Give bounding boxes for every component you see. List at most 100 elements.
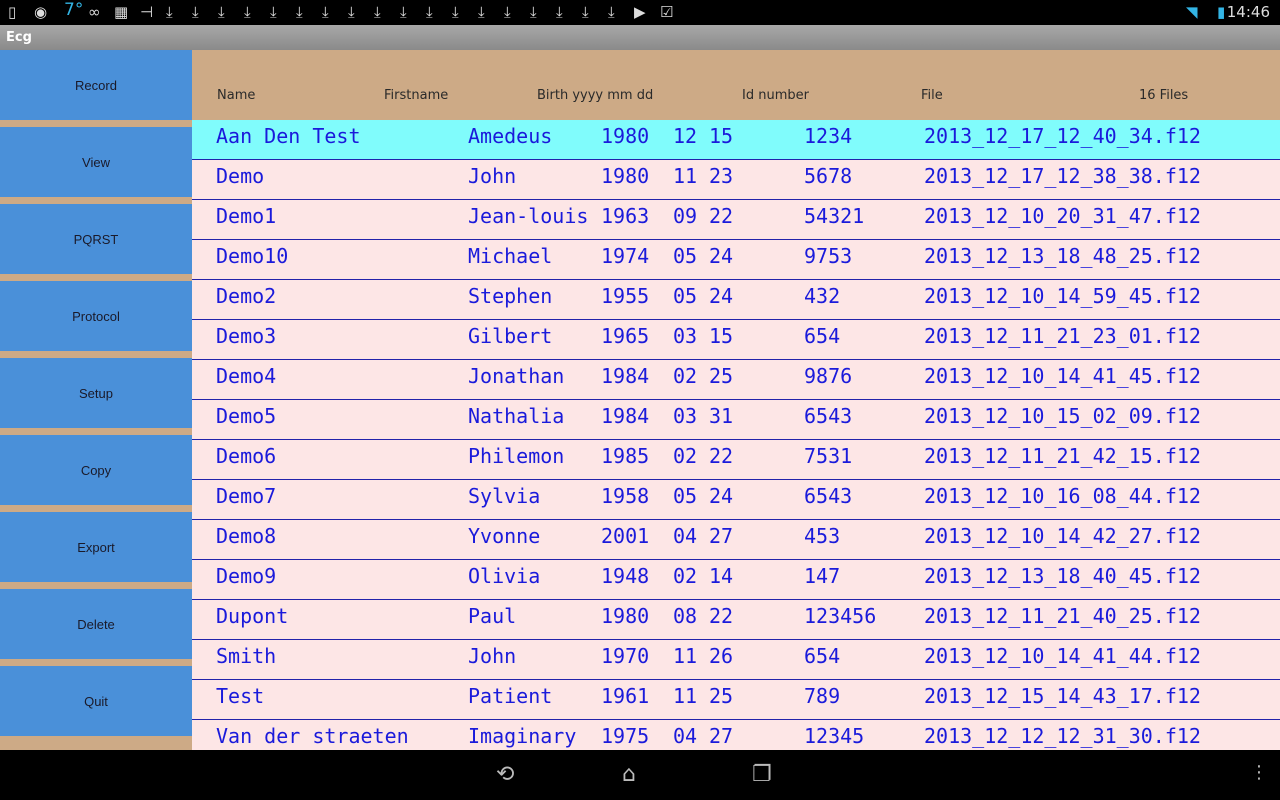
sidebar-button-setup[interactable]: Setup [0,358,192,428]
sd-card-icon: ▯ [8,3,17,21]
download-icon: ⤓ [296,3,303,21]
cell-firstname: Paul [468,604,517,628]
header-id[interactable]: Id number [742,88,809,103]
cell-firstname: Sylvia [468,484,541,508]
download-icon: ⤓ [478,3,485,21]
cell-birth-day: 27 [709,724,734,748]
sidebar-button-pqrst[interactable]: PQRST [0,204,192,274]
cell-birth-year: 1958 [601,484,650,508]
table-row[interactable]: Demo3 Gilbert 1965 03 15 654 2013_12_11_21_23_… [192,320,1280,360]
table-row[interactable]: Test Patient 1961 11 25 789 2013_12_15_14_43_1… [192,680,1280,720]
cell-birth-day: 22 [709,444,734,468]
cell-file: 2013_12_10_15_02_09.f12 [924,404,1201,428]
table-row[interactable]: Van der straeten Imaginary 1975 04 27 12345 20… [192,720,1280,750]
cell-birth-month: 04 [673,724,698,748]
app-icon: ▦ [114,3,129,21]
cell-birth-day: 24 [709,284,734,308]
cell-firstname: Gilbert [468,324,553,348]
download-icon: ⤓ [374,3,381,21]
cell-firstname: John [468,164,517,188]
cell-birth-month: 08 [673,604,698,628]
table-header: Name Firstname Birth yyyy mm dd Id numbe… [192,50,1280,120]
cell-birth-year: 1980 [601,124,650,148]
table-row[interactable]: Demo6 Philemon 1985 02 22 7531 2013_12_11_21_4… [192,440,1280,480]
cell-file: 2013_12_11_21_42_15.f12 [924,444,1201,468]
temperature-text: 7° [64,0,84,20]
header-name[interactable]: Name [217,88,256,103]
cell-birth-month: 02 [673,564,698,588]
cell-file: 2013_12_17_12_38_38.f12 [924,164,1201,188]
cell-birth-day: 31 [709,404,734,428]
download-icon: ⤓ [556,3,563,21]
cell-birth-year: 1984 [601,404,650,428]
cell-name: Dupont [216,604,289,628]
table-row[interactable]: Demo5 Nathalia 1984 03 31 6543 2013_12_10_15_0… [192,400,1280,440]
cell-birth-day: 22 [709,604,734,628]
cell-birth-day: 24 [709,484,734,508]
header-file[interactable]: File [921,88,943,103]
table-row[interactable]: Demo10 Michael 1974 05 24 9753 2013_12_13_18_4… [192,240,1280,280]
download-icon: ⤓ [530,3,537,21]
cell-file: 2013_12_10_14_42_27.f12 [924,524,1201,548]
cell-birth-year: 1970 [601,644,650,668]
usb-icon: ⊣ [140,3,154,21]
cell-birth-month: 05 [673,284,698,308]
cell-birth-month: 04 [673,524,698,548]
cell-file: 2013_12_17_12_40_34.f12 [924,124,1201,148]
cell-file: 2013_12_10_14_41_45.f12 [924,364,1201,388]
cell-id-number: 9753 [804,244,853,268]
cell-birth-year: 1961 [601,684,650,708]
table-row[interactable]: Demo9 Olivia 1948 02 14 147 2013_12_13_18_40_4… [192,560,1280,600]
cell-birth-month: 09 [673,204,698,228]
table-row[interactable]: Smith John 1970 11 26 654 2013_12_10_14_41_44.… [192,640,1280,680]
nvidia-icon: ◉ [34,3,48,21]
sidebar-button-export[interactable]: Export [0,512,192,582]
header-birth[interactable]: Birth yyyy mm dd [537,88,654,103]
sidebar-button-view[interactable]: View [0,127,192,197]
download-icon: ⤓ [166,3,173,21]
table-row[interactable]: Demo2 Stephen 1955 05 24 432 2013_12_10_14_59_… [192,280,1280,320]
sidebar-button-protocol[interactable]: Protocol [0,281,192,351]
cell-name: Demo3 [216,324,277,348]
cell-birth-year: 1980 [601,604,650,628]
sidebar-button-record[interactable]: Record [0,50,192,120]
sidebar-button-copy[interactable]: Copy [0,435,192,505]
back-icon[interactable]: ⟲ [496,762,515,787]
cell-file: 2013_12_10_20_31_47.f12 [924,204,1201,228]
cell-name: Demo7 [216,484,277,508]
cell-birth-day: 23 [709,164,734,188]
sidebar-button-delete[interactable]: Delete [0,589,192,659]
app-body: Record View PQRST Protocol Setup Copy Export De… [0,50,1280,750]
table-row[interactable]: Demo4 Jonathan 1984 02 25 9876 2013_12_10_14_4… [192,360,1280,400]
cell-file: 2013_12_13_18_48_25.f12 [924,244,1201,268]
table-row[interactable]: Demo John 1980 11 23 5678 2013_12_17_12_38_38.… [192,160,1280,200]
header-firstname[interactable]: Firstname [384,88,449,103]
cell-birth-month: 11 [673,644,698,668]
recent-apps-icon[interactable]: ❐ [752,762,772,787]
table-row[interactable]: Aan Den Test Amedeus 1980 12 15 1234 2013_12_1… [192,120,1280,160]
cell-id-number: 5678 [804,164,853,188]
table-row[interactable]: Demo1 Jean-louis 1963 09 22 54321 2013_12_10_2… [192,200,1280,240]
home-icon[interactable]: ⌂ [622,762,636,787]
cell-birth-month: 11 [673,164,698,188]
patient-list[interactable]: Aan Den Test Amedeus 1980 12 15 1234 2013_12_1… [192,120,1280,750]
cell-file: 2013_12_10_14_59_45.f12 [924,284,1201,308]
play-store-icon: ▶ [634,3,646,21]
cell-birth-day: 25 [709,684,734,708]
cell-id-number: 9876 [804,364,853,388]
download-icon: ⤓ [322,3,329,21]
status-bar: ▯ ◉ ∞ ▦ ⊣ ⤓ ⤓ ⤓ ⤓ ⤓ ⤓ ⤓ ⤓ ⤓ ⤓ ⤓ ⤓ ⤓ ⤓ ⤓ ⤓ ⤓ ⤓ ▶ ☑ 7° ◥ ▮ 14:46 [0,0,1280,25]
cell-name: Demo4 [216,364,277,388]
cell-id-number: 12345 [804,724,865,748]
download-icon: ⤓ [218,3,225,21]
sidebar-button-quit[interactable]: Quit [0,666,192,736]
table-row[interactable]: Demo8 Yvonne 2001 04 27 453 2013_12_10_14_42_2… [192,520,1280,560]
cell-birth-day: 27 [709,524,734,548]
table-row[interactable]: Dupont Paul 1980 08 22 123456 2013_12_11_21_40… [192,600,1280,640]
cell-name: Test [216,684,265,708]
download-icon: ⤓ [608,3,615,21]
cell-id-number: 432 [804,284,841,308]
menu-overflow-icon[interactable]: ⋮ [1250,762,1268,783]
table-row[interactable]: Demo7 Sylvia 1958 05 24 6543 2013_12_10_16_08_… [192,480,1280,520]
cell-id-number: 453 [804,524,841,548]
